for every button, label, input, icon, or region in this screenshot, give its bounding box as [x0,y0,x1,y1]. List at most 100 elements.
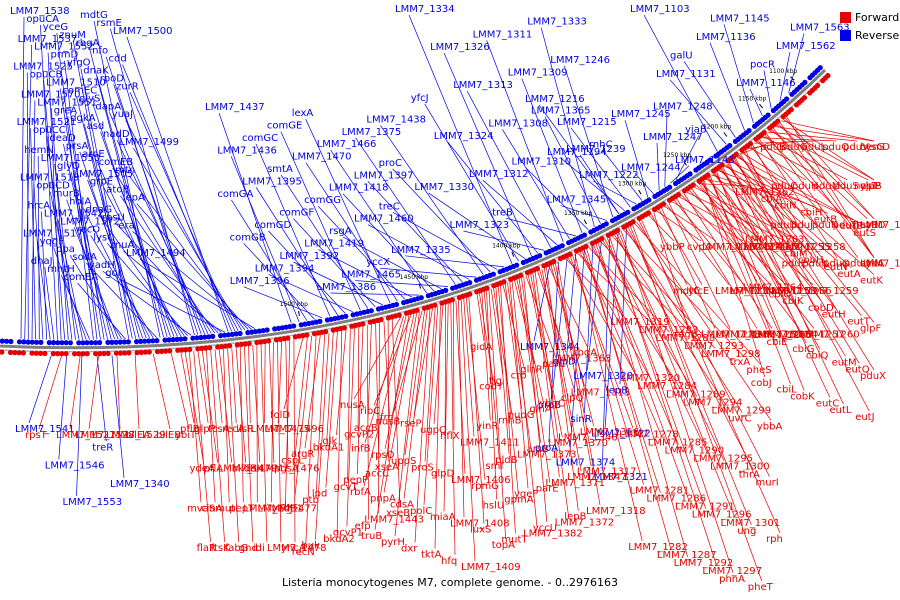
forward-connector-line [534,271,569,517]
reverse-feature-block [154,338,160,344]
forward-gene-label: ybbP [660,242,685,253]
reverse-gene-label: murB [53,189,80,200]
forward-connector-line [463,298,475,437]
forward-gene-label: LMM7_1284 [637,381,697,392]
legend-reverse-label: Reverse [855,28,900,42]
forward-gene-label: pduT [833,220,859,231]
reverse-gene-label: comGB [230,232,266,243]
forward-gene-label: cydD [860,220,886,231]
reverse-gene-label: rpoD [100,74,125,85]
reverse-feature-block [76,340,82,346]
forward-gene-label: LMM7_1318 [586,506,646,517]
forward-feature-block [16,350,22,356]
forward-gene-label: pepT [229,503,255,514]
forward-connector-line [666,204,730,286]
reverse-connector-line [49,191,80,340]
reverse-gene-label: LMM7_1312 [469,169,529,180]
reverse-connector-line [76,96,137,339]
reverse-connector-line [525,167,589,231]
reverse-connector-line [119,278,226,333]
reverse-connector-line [293,261,383,306]
reverse-gene-label: LMM7_1309 [508,68,568,79]
forward-gene-label: cbiE [767,337,788,348]
forward-connector-line [283,337,304,410]
forward-gene-label: eutB [814,214,837,225]
reverse-connector-line [109,112,206,335]
forward-connector-line [285,340,289,463]
forward-connector-line [691,188,800,329]
forward-gene-label: cbiH [800,208,822,219]
forward-feature-block [246,340,252,347]
forward-gene-label: proS [411,462,434,473]
reverse-connector-line [268,230,346,314]
forward-connector-line [373,313,412,406]
reverse-connector-line [551,257,568,399]
forward-connector-line [658,209,703,285]
forward-gene-label: rpmG [471,481,499,492]
forward-gene-label: ftsK [211,543,230,554]
reverse-feature-block [190,335,196,341]
forward-gene-label: eutL [830,405,852,416]
forward-gene-label: eutC [816,398,839,409]
forward-gene-label: LMM7_1259 [799,286,859,297]
forward-connector-line [375,322,380,468]
forward-connector-line [527,274,554,398]
forward-connector-line [593,244,679,445]
reverse-gene-label: LMM7_1396 [230,276,290,287]
reverse-connector-line [544,116,601,224]
forward-gene-label: eutJ [855,412,874,423]
forward-connector-line [278,340,283,424]
reverse-feature-block [727,143,733,149]
reverse-connector-line [28,355,52,424]
forward-connector-line [786,116,875,258]
forward-connector-line [252,344,261,463]
forward-feature-blocks [0,73,831,357]
forward-gene-label: nusB [376,417,401,428]
map-caption: Listeria monocytogenes M7, complete geno… [281,576,618,589]
forward-connector-line [170,352,190,430]
forward-gene-label: LMM7_1293 [684,341,744,352]
reverse-connector-line [367,224,470,280]
forward-gene-label: glpD [431,469,454,480]
reverse-connector-line [602,150,643,201]
forward-gene-label: LMM7_1250 [730,286,790,297]
reverse-feature-block [256,328,262,334]
forward-feature-block [183,347,189,353]
forward-connector-line [180,352,195,424]
forward-connector-line [235,346,247,463]
forward-gene-label: ybgC [539,399,565,410]
forward-feature-block [113,350,119,356]
reverse-gene-label: mdtG [80,10,108,21]
reverse-gene-label: proA [535,443,558,454]
reverse-feature-block [150,338,156,344]
reverse-connector-line [560,205,607,221]
reverse-connector-line [723,24,754,124]
reverse-gene-label: galU [670,50,693,61]
forward-gene-label: fabG [225,543,249,554]
forward-connector-line [609,236,717,566]
forward-gene-label: pduC [771,181,797,192]
reverse-connector-line [502,129,570,240]
forward-feature-block [55,351,61,357]
forward-gene-label: ydeA [190,464,215,475]
forward-feature-block [163,348,169,354]
scale-tick-mark [759,103,763,109]
forward-connector-line [497,286,519,494]
reverse-connector-line [749,88,763,117]
forward-connector-line [737,155,875,275]
forward-gene-label: LMM7_1235 [716,330,776,341]
reverse-gene-label: LMM7_1552 [34,42,94,53]
scale-tick-label: 1100 kbp [769,68,797,75]
reverse-gene-label: prmD [51,50,79,61]
forward-gene-label: parC [542,359,566,370]
forward-gene-label: idi [253,543,265,554]
forward-gene-label: LMM7_1234 [715,286,775,297]
reverse-gene-label: LMM7_1374 [556,458,616,469]
reverse-gene-label: asd [87,121,105,132]
forward-gene-label: LMM7_1260 [800,330,860,341]
reverse-gene-label: LMM7_1248 [653,102,713,113]
forward-feature-block [238,341,244,347]
forward-connector-line [706,178,773,241]
forward-connector-line [465,297,486,481]
